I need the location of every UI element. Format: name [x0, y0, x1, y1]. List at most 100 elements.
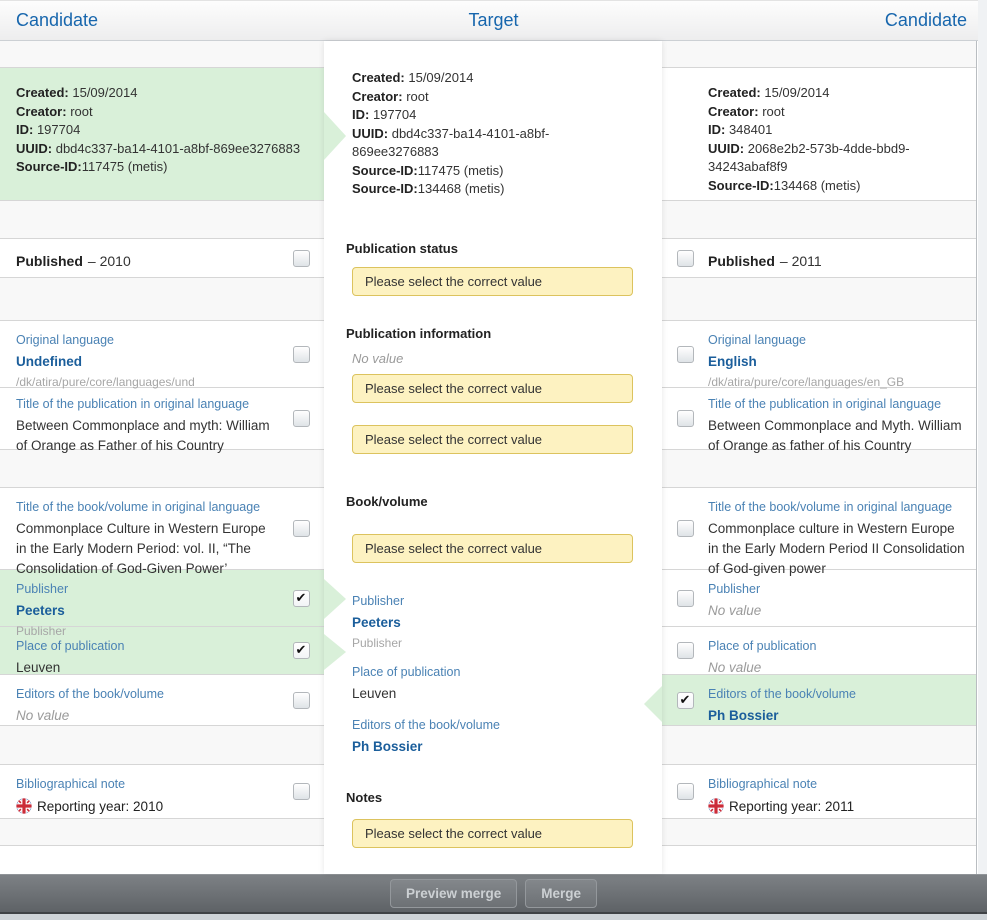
merge-content: Created: 15/09/2014 Creator: root ID: 19… [0, 0, 987, 874]
left-place-checkbox[interactable]: ✔ [292, 642, 310, 659]
field-label: Title of the publication in original lan… [708, 397, 942, 411]
right-biblio-row: Bibliographical note Reporting year: 201… [662, 765, 976, 819]
right-original-language-checkbox[interactable] [676, 345, 694, 363]
left-editors-checkbox[interactable] [292, 691, 310, 709]
field-value: Undefined [16, 354, 82, 369]
meta-created: Created: 15/09/2014 [16, 85, 138, 100]
right-editors-checkbox[interactable]: ✔ [676, 691, 694, 709]
spacer-row [0, 278, 324, 321]
target-publisher-group: Publisher Peeters Publisher [352, 593, 633, 651]
field-value: Leuven [16, 660, 61, 675]
filler-row [0, 846, 324, 874]
right-title-publication-row: Title of the publication in original lan… [662, 388, 976, 453]
right-publisher-row: Publisher No value [662, 570, 976, 627]
meta-source-id: Source-ID:134468 (metis) [708, 177, 861, 193]
right-meta-row: Created: 15/09/2014 Creator: root ID: 34… [662, 68, 976, 201]
left-meta-merge-arrow [324, 112, 346, 160]
spacer-row [662, 819, 976, 846]
published-label: Published [708, 252, 775, 269]
left-place-merge-arrow [324, 634, 346, 670]
field-sub: Publisher [16, 624, 67, 638]
field-label: Publisher [16, 582, 69, 596]
field-label: Title of the publication in original lan… [16, 397, 250, 411]
left-original-language-row: Original language Undefined /dk/atira/pu… [0, 321, 324, 389]
field-label: Original language [708, 333, 806, 347]
field-label: Editors of the book/volume [16, 687, 164, 701]
bottom-strip [0, 914, 987, 920]
left-candidate-column: Created: 15/09/2014 Creator: root ID: 19… [0, 41, 324, 874]
meta-id: ID: 197704 [352, 107, 417, 122]
field-value: Commonplace Culture in Western Europe in… [16, 521, 266, 576]
field-sub: Publisher [352, 635, 403, 650]
left-biblio-checkbox[interactable] [292, 783, 310, 800]
biblio-value: Reporting year: 2010 [37, 798, 164, 814]
merge-button[interactable]: Merge [525, 879, 598, 908]
uk-flag-icon [708, 798, 724, 814]
field-label: Place of publication [708, 639, 817, 653]
left-editors-row: Editors of the book/volume No value [0, 675, 324, 726]
right-place-row: Place of publication No value [662, 627, 976, 675]
right-published-checkbox[interactable] [676, 249, 694, 267]
right-publisher-checkbox[interactable] [676, 589, 694, 607]
left-published-checkbox[interactable] [292, 249, 310, 267]
title-book-select-prompt[interactable]: Please select the correct value [352, 533, 633, 563]
left-title-book-row: Title of the book/volume in original lan… [0, 488, 324, 576]
book-volume-heading: Book/volume [346, 493, 428, 509]
spacer-row [662, 450, 976, 488]
target-no-value: No value [352, 350, 404, 366]
meta-creator: Creator: root [708, 103, 785, 119]
left-candidate-header: Candidate [16, 10, 99, 30]
published-value: – 2010 [87, 252, 131, 269]
left-published-row: Published – 2010 [0, 239, 324, 278]
left-original-language-checkbox[interactable] [292, 345, 310, 363]
right-candidate-header: Candidate [884, 10, 967, 30]
left-meta-row: Created: 15/09/2014 Creator: root ID: 19… [0, 68, 324, 201]
left-title-book-checkbox[interactable] [292, 520, 310, 537]
preview-merge-button[interactable]: Preview merge [389, 879, 518, 908]
left-title-publication-row: Title of the publication in original lan… [0, 388, 324, 453]
field-value: Peeters [16, 603, 65, 618]
field-value: Ph Bossier [352, 738, 423, 754]
publication-status-select-prompt[interactable]: Please select the correct value [352, 266, 633, 296]
right-place-checkbox[interactable] [676, 642, 694, 659]
field-path: /dk/atira/pure/core/languages/en_GB [708, 375, 905, 389]
left-publisher-merge-arrow [324, 579, 346, 619]
filler-row [662, 846, 976, 874]
field-value: No value [16, 708, 70, 723]
right-title-publication-checkbox[interactable] [676, 410, 694, 427]
biblio-value: Reporting year: 2011 [729, 798, 855, 814]
publication-information-heading: Publication information [346, 325, 492, 341]
spacer-row [662, 201, 976, 239]
field-value: Leuven [352, 685, 397, 701]
spacer-row [0, 41, 324, 68]
left-title-publication-checkbox[interactable] [292, 410, 310, 427]
meta-created: Created: 15/09/2014 [708, 85, 830, 100]
field-label: Bibliographical note [16, 777, 126, 791]
spacer-row [0, 201, 324, 239]
original-language-select-prompt[interactable]: Please select the correct value [352, 373, 633, 403]
right-gutter [978, 0, 987, 874]
field-value: Ph Bossier [708, 708, 779, 723]
spacer-row [662, 41, 976, 68]
title-publication-select-prompt[interactable]: Please select the correct value [352, 424, 633, 454]
field-label: Publisher [708, 582, 761, 596]
field-label: Publisher [352, 593, 405, 608]
check-icon: ✔ [295, 642, 307, 657]
left-biblio-row: Bibliographical note Reporting year: 201… [0, 765, 324, 819]
right-biblio-checkbox[interactable] [676, 783, 694, 800]
target-meta: Created: 15/09/2014 Creator: root ID: 19… [352, 69, 633, 199]
field-label: Place of publication [16, 639, 125, 653]
right-editors-merge-arrow [644, 686, 662, 722]
check-icon: ✔ [295, 589, 307, 605]
field-value: No value [708, 603, 762, 618]
field-label: Original language [16, 333, 114, 347]
footer-action-bar: Preview merge Merge [0, 874, 987, 914]
meta-id: ID: 348401 [708, 122, 773, 137]
spacer-row [0, 726, 324, 765]
notes-select-prompt[interactable]: Please select the correct value [352, 818, 633, 848]
right-title-book-checkbox[interactable] [676, 520, 694, 537]
meta-creator: Creator: root [352, 88, 429, 104]
target-panel: Created: 15/09/2014 Creator: root ID: 19… [324, 41, 662, 874]
meta-uuid: UUID: dbd4c337-ba14-4101-a8bf-869ee32768… [352, 125, 550, 160]
left-publisher-checkbox[interactable]: ✔ [292, 589, 310, 607]
